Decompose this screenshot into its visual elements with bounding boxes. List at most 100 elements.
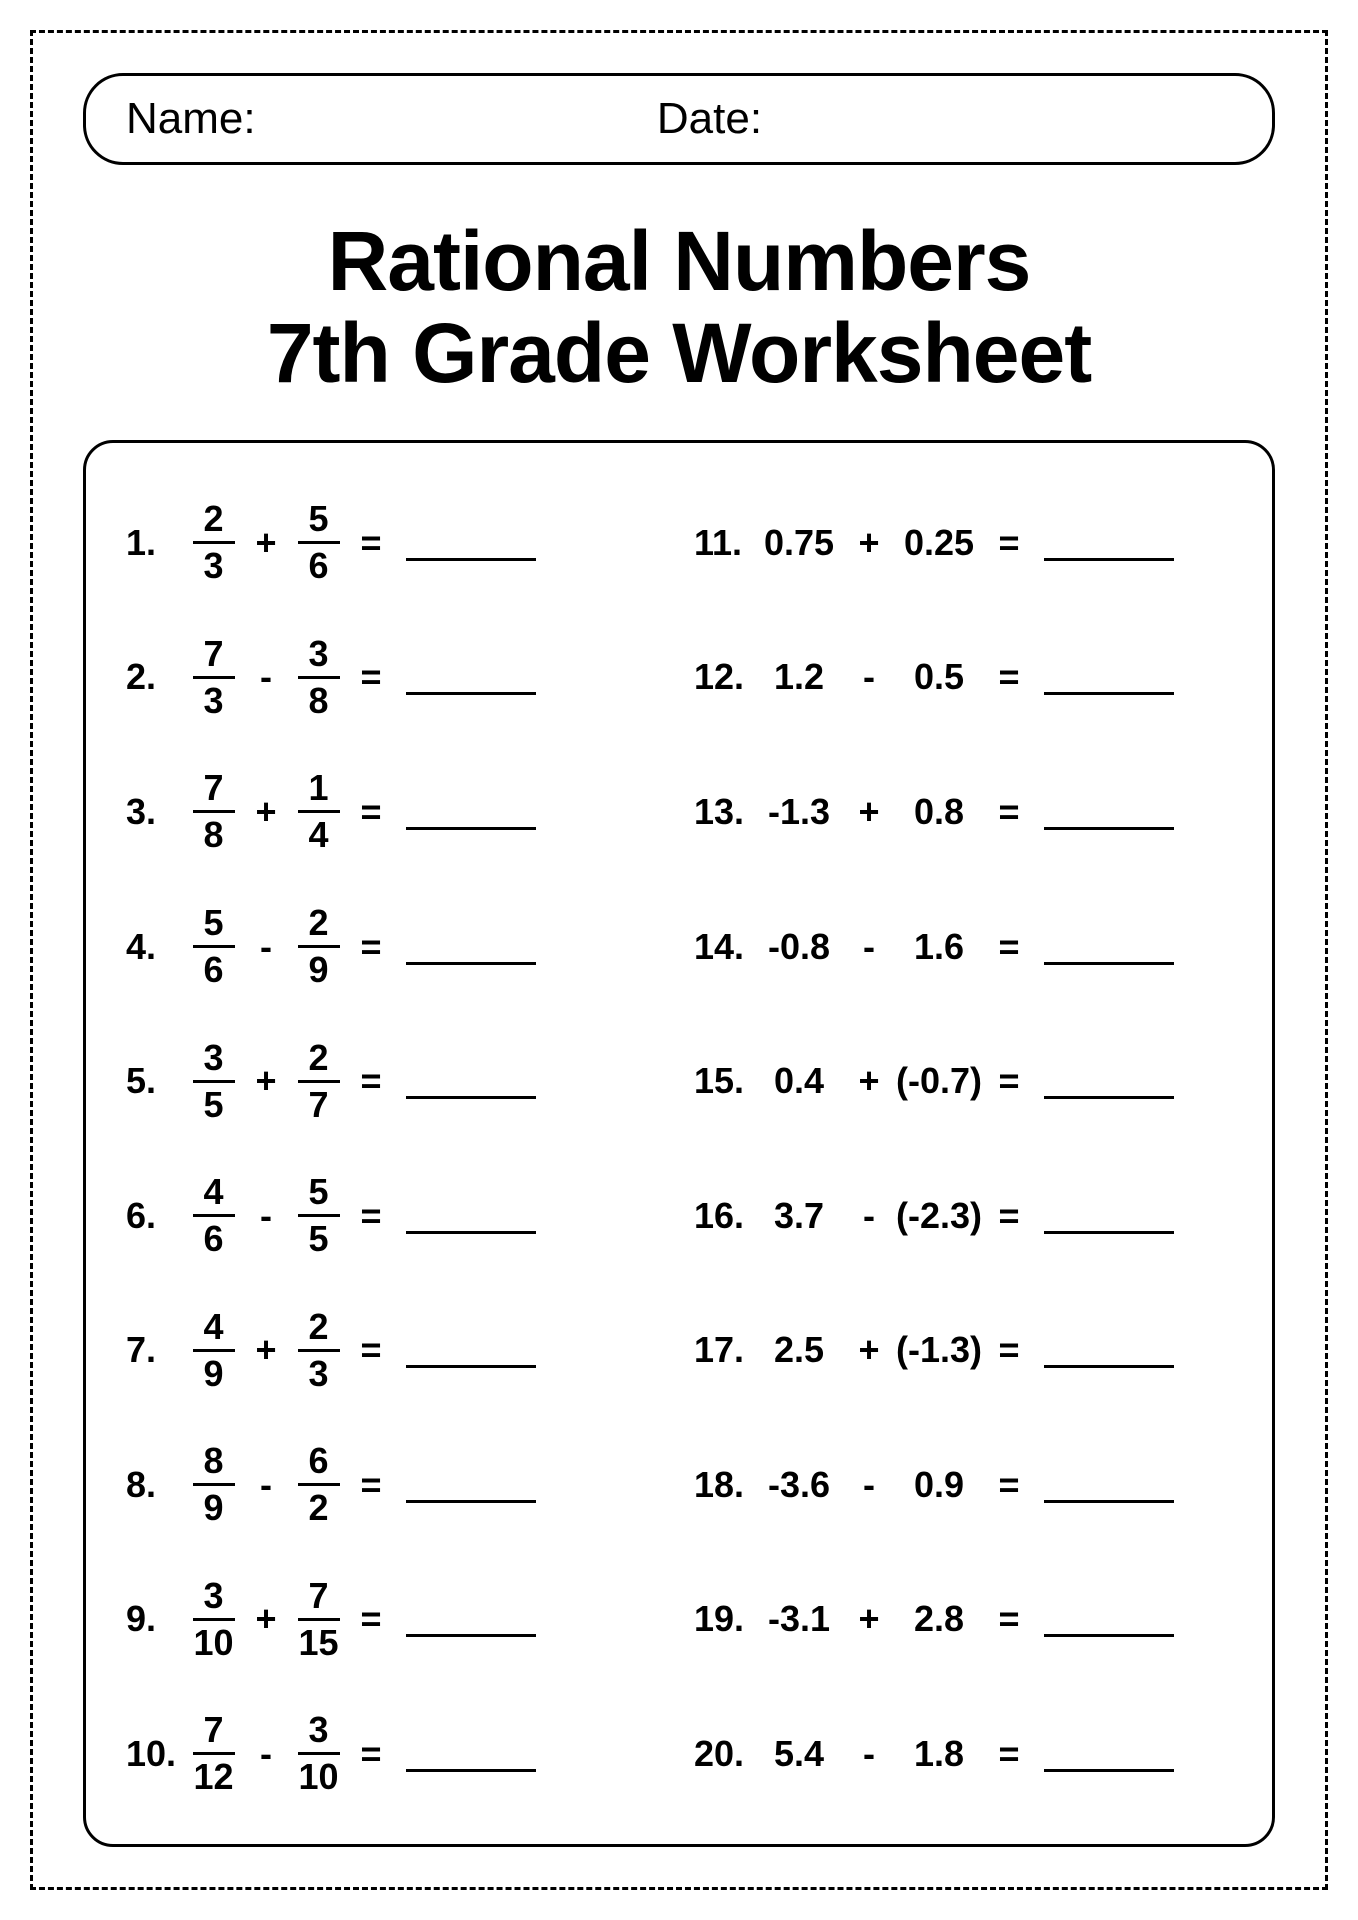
fraction-a: 35 — [186, 1040, 241, 1123]
fraction-b: 62 — [291, 1443, 346, 1526]
denominator: 7 — [308, 1083, 328, 1123]
answer-blank[interactable] — [406, 794, 536, 830]
worksheet-title: Rational Numbers 7th Grade Worksheet — [83, 215, 1275, 400]
fraction-a: 23 — [186, 501, 241, 584]
answer-blank[interactable] — [406, 1601, 536, 1637]
problem-row: 15.0.4+(-0.7)= — [694, 1031, 1232, 1131]
problem-row: 3.78+14= — [126, 762, 664, 862]
problem-row: 2.73-38= — [126, 627, 664, 727]
equals-sign: = — [984, 522, 1034, 564]
problem-number: 18. — [694, 1464, 754, 1506]
denominator: 3 — [203, 679, 223, 719]
answer-blank[interactable] — [406, 1332, 536, 1368]
name-label: Name: — [126, 94, 256, 144]
problem-number: 7. — [126, 1329, 186, 1371]
fraction-b: 23 — [291, 1309, 346, 1392]
answer-blank[interactable] — [1044, 1063, 1174, 1099]
operand-a: -0.8 — [754, 926, 844, 968]
equals-sign: = — [346, 656, 396, 698]
answer-blank[interactable] — [1044, 659, 1174, 695]
problem-row: 9.310+715= — [126, 1569, 664, 1669]
numerator: 7 — [203, 1712, 223, 1752]
answer-blank[interactable] — [406, 1736, 536, 1772]
problem-number: 1. — [126, 522, 186, 564]
numerator: 5 — [308, 501, 328, 541]
numerator: 3 — [308, 1712, 328, 1752]
problem-number: 6. — [126, 1195, 186, 1237]
problem-number: 20. — [694, 1733, 754, 1775]
operand-a: 0.75 — [754, 522, 844, 564]
name-date-header: Name: Date: — [83, 73, 1275, 165]
answer-blank[interactable] — [1044, 1332, 1174, 1368]
operand-b: 0.9 — [894, 1464, 984, 1506]
problem-number: 15. — [694, 1060, 754, 1102]
operand-b: 2.8 — [894, 1598, 984, 1640]
answer-blank[interactable] — [406, 929, 536, 965]
denominator: 5 — [308, 1217, 328, 1257]
numerator: 7 — [308, 1578, 328, 1618]
operand-a: -1.3 — [754, 791, 844, 833]
answer-blank[interactable] — [406, 659, 536, 695]
problem-number: 14. — [694, 926, 754, 968]
fraction-a: 49 — [186, 1309, 241, 1392]
operator: + — [844, 522, 894, 564]
operator: + — [844, 1329, 894, 1371]
operator: + — [241, 1060, 291, 1102]
answer-blank[interactable] — [1044, 1601, 1174, 1637]
operator: + — [844, 791, 894, 833]
numerator: 7 — [203, 770, 223, 810]
problem-row: 14.-0.8-1.6= — [694, 897, 1232, 997]
answer-blank[interactable] — [1044, 1198, 1174, 1234]
operand-a: 5.4 — [754, 1733, 844, 1775]
operator: + — [241, 791, 291, 833]
denominator: 6 — [203, 1217, 223, 1257]
equals-sign: = — [346, 1060, 396, 1102]
fraction-a: 712 — [186, 1712, 241, 1795]
fraction-b: 55 — [291, 1174, 346, 1257]
numerator: 3 — [203, 1578, 223, 1618]
problems-container: 1.23+56=2.73-38=3.78+14=4.56-29=5.35+27=… — [83, 440, 1275, 1847]
title-line-1: Rational Numbers — [328, 214, 1031, 308]
denominator: 15 — [298, 1621, 338, 1661]
denominator: 12 — [193, 1755, 233, 1795]
fraction-b: 715 — [291, 1578, 346, 1661]
problem-row: 13.-1.3+0.8= — [694, 762, 1232, 862]
operator: + — [844, 1060, 894, 1102]
operator: - — [844, 1733, 894, 1775]
operand-b: (-2.3) — [894, 1195, 984, 1237]
problem-row: 20.5.4-1.8= — [694, 1704, 1232, 1804]
problem-number: 16. — [694, 1195, 754, 1237]
equals-sign: = — [346, 522, 396, 564]
operand-b: 1.6 — [894, 926, 984, 968]
denominator: 8 — [308, 679, 328, 719]
numerator: 5 — [308, 1174, 328, 1214]
answer-blank[interactable] — [406, 1467, 536, 1503]
answer-blank[interactable] — [1044, 929, 1174, 965]
left-column: 1.23+56=2.73-38=3.78+14=4.56-29=5.35+27=… — [126, 493, 664, 1804]
problem-number: 4. — [126, 926, 186, 968]
numerator: 2 — [203, 501, 223, 541]
equals-sign: = — [346, 1464, 396, 1506]
numerator: 6 — [308, 1443, 328, 1483]
problem-number: 13. — [694, 791, 754, 833]
answer-blank[interactable] — [1044, 1467, 1174, 1503]
answer-blank[interactable] — [1044, 525, 1174, 561]
problem-row: 19.-3.1+2.8= — [694, 1569, 1232, 1669]
operand-a: -3.6 — [754, 1464, 844, 1506]
equals-sign: = — [984, 1464, 1034, 1506]
answer-blank[interactable] — [406, 1063, 536, 1099]
denominator: 8 — [203, 813, 223, 853]
problem-row: 12.1.2-0.5= — [694, 627, 1232, 727]
answer-blank[interactable] — [406, 525, 536, 561]
operator: - — [241, 1733, 291, 1775]
answer-blank[interactable] — [406, 1198, 536, 1234]
answer-blank[interactable] — [1044, 794, 1174, 830]
numerator: 3 — [203, 1040, 223, 1080]
answer-blank[interactable] — [1044, 1736, 1174, 1772]
operator: - — [844, 1464, 894, 1506]
denominator: 5 — [203, 1083, 223, 1123]
equals-sign: = — [346, 926, 396, 968]
operator: + — [241, 1598, 291, 1640]
denominator: 4 — [308, 813, 328, 853]
numerator: 7 — [203, 636, 223, 676]
